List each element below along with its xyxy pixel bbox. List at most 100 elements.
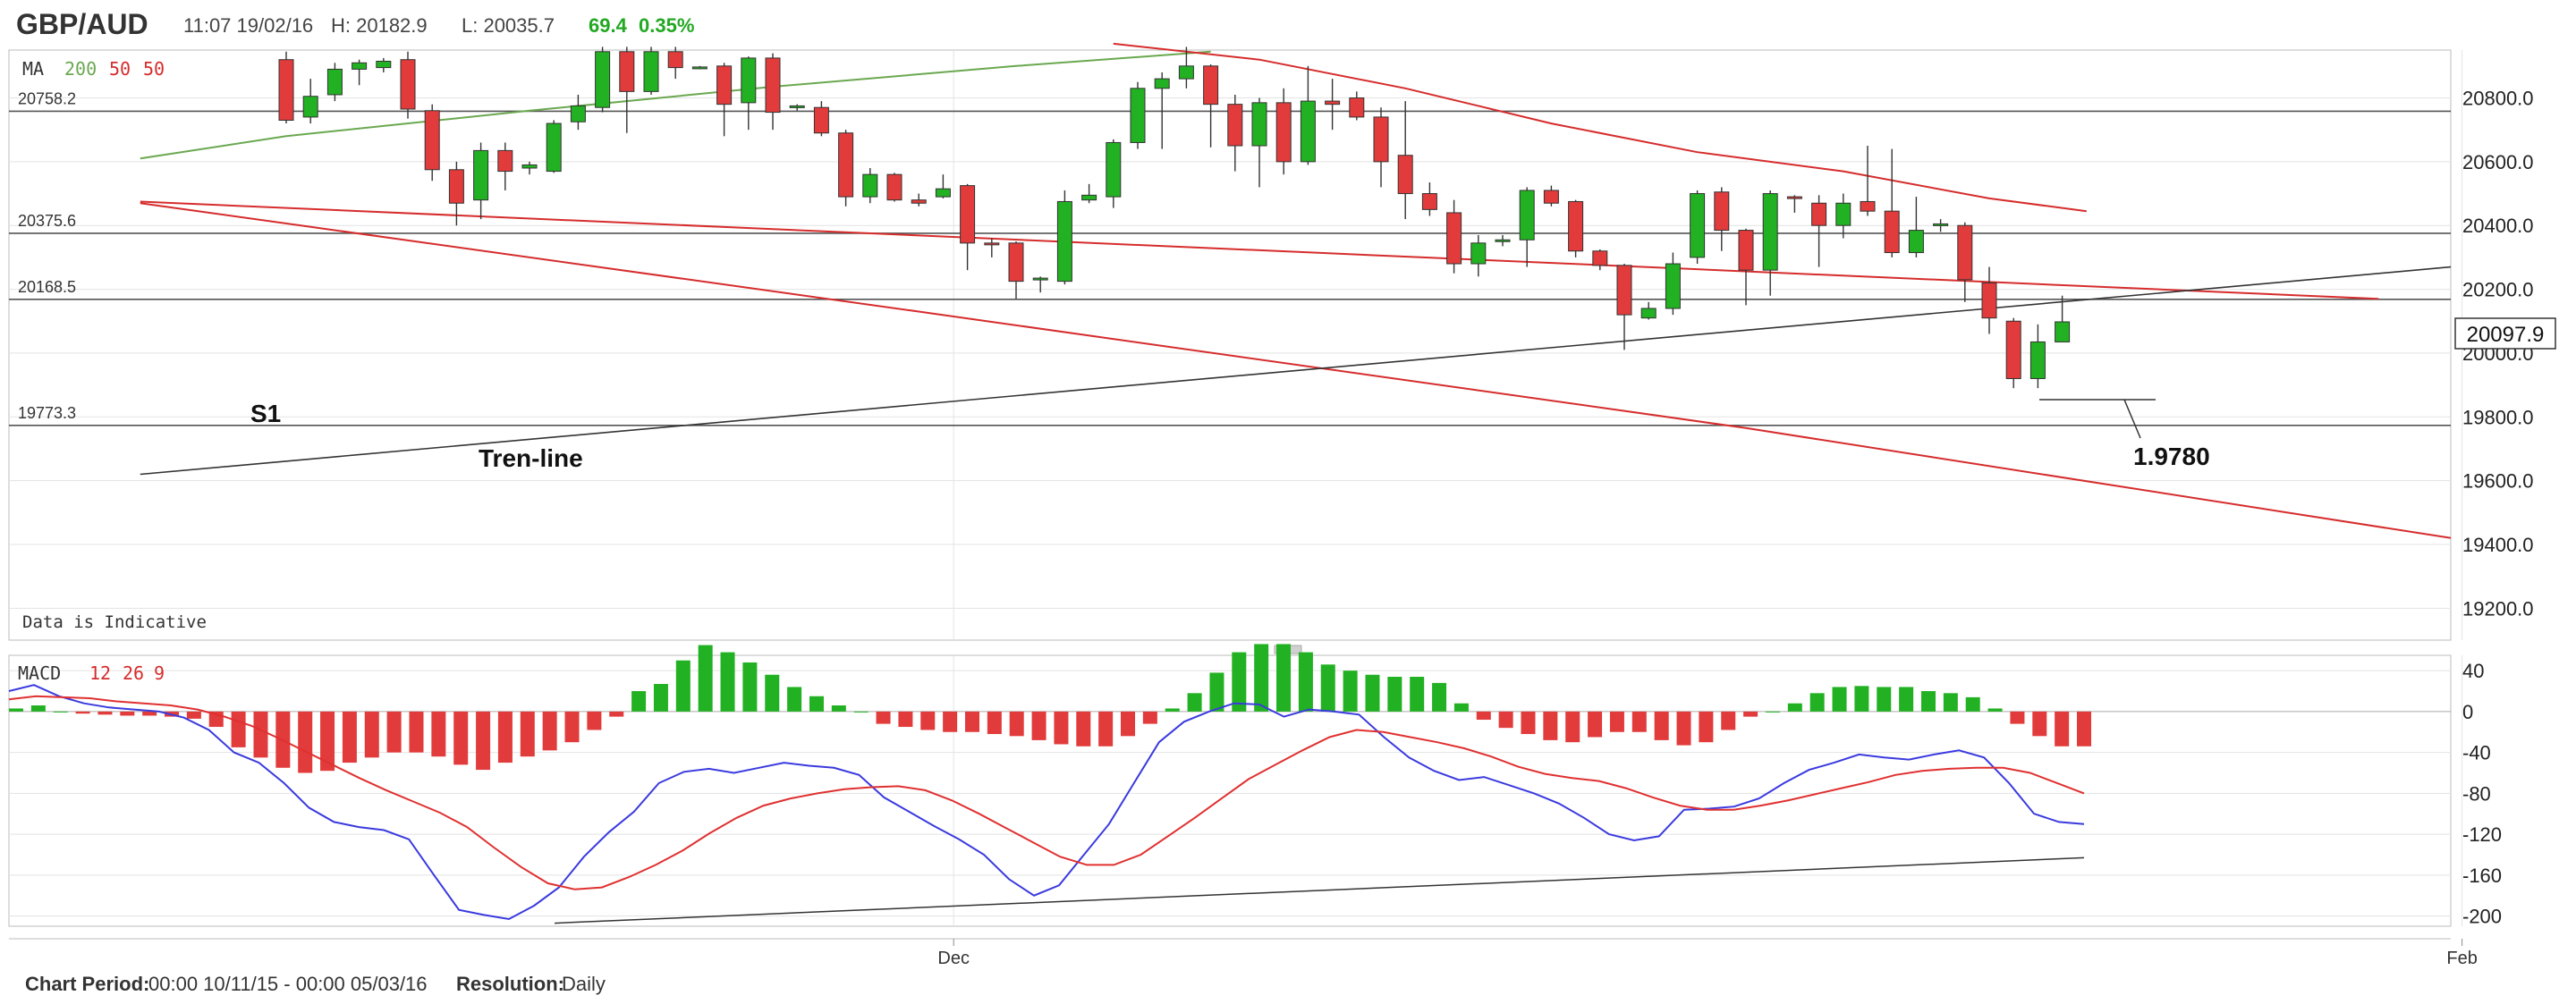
macd-histogram-bar [1920, 691, 1936, 712]
ma-legend-200: 200 [64, 58, 97, 80]
candle-body [789, 105, 805, 108]
candle-body [886, 173, 902, 201]
macd-histogram-bar [1432, 682, 1447, 712]
candle-body [546, 122, 562, 173]
macd-histogram-bar [787, 687, 802, 712]
macd-line [8, 684, 2085, 921]
macd-histogram-bar [1521, 711, 1536, 735]
macd-histogram-bar [1320, 664, 1335, 712]
candle-body [619, 51, 635, 92]
price-tick-label: 20200.0 [2462, 279, 2534, 301]
candle-body [1884, 210, 1900, 254]
macd-histogram-bar [1098, 711, 1114, 747]
candle-body [765, 57, 781, 114]
trend-lines [140, 42, 2452, 539]
macd-histogram-bar [742, 662, 758, 712]
macd-histogram-bar [1543, 711, 1558, 740]
macd-histogram-bar [1365, 674, 1380, 712]
macd-histogram-bar [1565, 711, 1580, 743]
macd-histogram-bar [1298, 652, 1313, 712]
candle-body [1543, 190, 1559, 204]
macd-histogram-bar [1676, 711, 1691, 746]
macd-tick-label: -160 [2462, 865, 2502, 887]
macd-axis: 40 0 -40 -80 -120 -160 -200 [2462, 660, 2502, 927]
price-axis: 20800.020600.020400.020200.020000.019800… [2462, 88, 2534, 620]
macd-histogram-bar [320, 711, 335, 772]
price-tick-label: 19800.0 [2462, 406, 2534, 428]
candle-body [911, 199, 927, 204]
ma200-line [140, 50, 1211, 160]
macd-histogram-bar [1987, 708, 2003, 712]
macd-histogram-bar [920, 711, 936, 730]
candle-body [1665, 263, 1681, 309]
main-grid [9, 50, 2463, 640]
macd-histogram-bar [1209, 672, 1224, 712]
macd-histogram-bar [964, 711, 979, 732]
candle-body [400, 59, 416, 110]
macd-histogram-bar [1787, 703, 1802, 712]
candle-body [1933, 223, 1949, 226]
macd-histogram-bar [1453, 703, 1469, 712]
macd-histogram-bar [476, 711, 491, 771]
macd-histogram [9, 644, 2091, 773]
candle-body [1690, 193, 1706, 258]
macd-histogram-bar [75, 711, 90, 714]
footer-resolution-label: Resolution: [456, 973, 564, 995]
candle-body [1762, 193, 1778, 271]
level-label: 20168.5 [18, 278, 76, 296]
macd-tick-label: 40 [2462, 660, 2484, 682]
header-change: 69.4 [589, 14, 628, 37]
candle-body [1981, 282, 1997, 319]
macd-histogram-bar [97, 711, 113, 715]
macd-histogram-bar [631, 691, 647, 712]
macd-histogram-bar [2032, 711, 2047, 737]
candle-body [1325, 100, 1341, 105]
macd-lines [8, 684, 2085, 924]
support-resistance-levels: 20758.2 20375.6 20168.5 19773.3 [9, 89, 2451, 426]
ma-legend-label: MA [22, 58, 44, 80]
header-time: 11:07 19/02/16 [183, 14, 313, 37]
macd-histogram-bar [298, 711, 313, 773]
macd-legend-9: 9 [154, 662, 165, 684]
macd-histogram-bar [609, 711, 624, 717]
last-price-box [2454, 317, 2556, 350]
macd-legend-12: 12 [89, 662, 111, 684]
macd-histogram-bar [1476, 711, 1491, 721]
macd-histogram-bar [1232, 652, 1247, 712]
macd-histogram-bar [1832, 687, 1847, 712]
macd-histogram-bar [898, 711, 913, 728]
candle-body [376, 60, 392, 69]
macd-histogram-bar [1187, 693, 1202, 712]
candle-body [448, 169, 464, 204]
symbol-title: GBP/AUD [16, 8, 148, 40]
main-panel-frame [8, 49, 2452, 641]
macd-histogram-bar [720, 652, 735, 712]
macd-histogram-bar [1121, 711, 1136, 737]
macd-grid [9, 655, 2463, 926]
macd-histogram-bar [186, 711, 201, 719]
macd-histogram-bar [1031, 711, 1046, 740]
macd-tick-label: -80 [2462, 782, 2491, 805]
macd-histogram-bar [943, 711, 958, 732]
candle-body [326, 68, 343, 96]
annotation-trendline: Tren-line [479, 444, 583, 472]
price-tick-label: 20600.0 [2462, 151, 2534, 173]
macd-histogram-bar [409, 711, 424, 753]
macd-histogram-bar [453, 711, 469, 765]
header-high: H: 20182.9 [331, 14, 428, 37]
footer-resolution-value: Daily [562, 973, 606, 995]
ma-legend-50a: 50 [109, 58, 131, 80]
price-tick-label: 20800.0 [2462, 88, 2534, 110]
candle-body [1032, 277, 1048, 281]
candle-body [1008, 242, 1024, 283]
macd-histogram-bar [253, 711, 268, 758]
macd-histogram-bar [2055, 711, 2070, 747]
macd-histogram-bar [1609, 711, 1624, 732]
macd-histogram-bar [1076, 711, 1091, 747]
candle-body [813, 106, 829, 134]
macd-histogram-bar [1854, 686, 1869, 712]
macd-histogram-bar [1631, 711, 1647, 732]
candle-body [1470, 242, 1487, 265]
date-tick-label: Feb [2446, 949, 2477, 968]
